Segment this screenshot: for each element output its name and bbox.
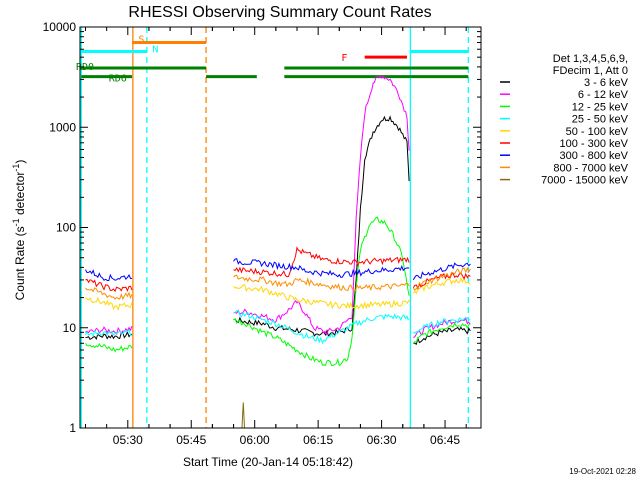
y-axis-label-end: ) bbox=[13, 160, 27, 164]
legend-entry-9: 7000 - 15000 keV bbox=[541, 175, 629, 187]
series-8-line-2 bbox=[412, 267, 471, 291]
legend-entry-6: 100 - 300 keV bbox=[560, 138, 629, 150]
y-axis-label-exp2: -1 bbox=[11, 164, 21, 172]
y-tick-label-2: 100 bbox=[56, 221, 76, 235]
series-1 bbox=[85, 115, 471, 345]
legend-header-1: FDecim 1, Att 0 bbox=[553, 65, 628, 77]
y-tick-label-3: 1000 bbox=[49, 120, 76, 134]
y-axis-label-exp1: -1 bbox=[11, 218, 21, 226]
flag-label-rd6: RD6 bbox=[109, 74, 127, 85]
y-tick-label-1: 10 bbox=[63, 321, 77, 335]
x-tick-label-5: 06:45 bbox=[430, 433, 460, 447]
flag-label-n: N bbox=[152, 44, 158, 55]
series-6-line-0 bbox=[85, 278, 133, 293]
legend: Det 1,3,4,5,6,9,FDecim 1, Att 03 - 6 keV… bbox=[500, 53, 629, 187]
y-axis-label-main: Count Rate (s bbox=[13, 226, 27, 300]
series-3 bbox=[85, 216, 471, 367]
series-3-line-0 bbox=[85, 343, 133, 353]
series-4 bbox=[85, 310, 471, 345]
series-8-line-0 bbox=[85, 287, 133, 301]
x-tick-label-2: 06:00 bbox=[240, 433, 270, 447]
series-9-line-1 bbox=[241, 402, 245, 429]
y-axis-label-mid: detector bbox=[13, 172, 27, 219]
legend-entry-1: 3 - 6 keV bbox=[584, 77, 629, 89]
x-tick-label-3: 06:15 bbox=[303, 433, 333, 447]
legend-entry-8: 800 - 7000 keV bbox=[553, 162, 628, 174]
series-5 bbox=[85, 276, 471, 311]
series-1-line-2 bbox=[413, 326, 471, 345]
timestamp: 19-Oct-2021 02:28 bbox=[569, 467, 636, 476]
series-5-line-2 bbox=[412, 276, 471, 295]
series-5-line-1 bbox=[233, 284, 410, 310]
x-tick-label-4: 06:30 bbox=[367, 433, 397, 447]
legend-header-0: Det 1,3,4,5,6,9, bbox=[553, 53, 628, 65]
chart-title: RHESSI Observing Summary Count Rates bbox=[128, 4, 431, 21]
y-axis-label: Count Rate (s-1 detector-1) bbox=[11, 160, 27, 301]
series-9 bbox=[241, 402, 245, 429]
flag-label-f: F bbox=[341, 53, 347, 64]
series-7-line-0 bbox=[85, 269, 133, 282]
series-5-line-0 bbox=[85, 296, 133, 311]
legend-entry-2: 6 - 12 keV bbox=[578, 89, 629, 101]
series-1-line-1 bbox=[233, 115, 410, 338]
series-2-line-1 bbox=[233, 75, 410, 336]
series-7 bbox=[85, 258, 471, 282]
legend-entry-7: 300 - 800 keV bbox=[560, 150, 629, 162]
y-tick-label-0: 1 bbox=[69, 421, 76, 435]
x-axis-label: Start Time (20-Jan-14 05:18:42) bbox=[183, 455, 353, 469]
series-4-line-1 bbox=[233, 310, 410, 345]
series-6-line-1 bbox=[233, 246, 410, 278]
x-tick-label-1: 05:45 bbox=[176, 433, 206, 447]
flag-label-s: S bbox=[138, 35, 144, 46]
series-4-line-2 bbox=[413, 317, 471, 334]
series-8-line-1 bbox=[233, 274, 410, 292]
series-1-line-0 bbox=[85, 330, 133, 341]
series-7-line-1 bbox=[233, 258, 410, 278]
axes: 1 10 100 1000 10000 05:30 05:45 06:00 06:15 06:30… bbox=[43, 20, 482, 447]
series-group bbox=[85, 75, 471, 429]
series-7-line-2 bbox=[412, 262, 471, 281]
series-3-line-1 bbox=[233, 216, 410, 367]
legend-entry-3: 12 - 25 keV bbox=[572, 101, 629, 113]
y-tick-label-4: 10000 bbox=[43, 20, 77, 34]
legend-entry-5: 50 - 100 keV bbox=[566, 126, 629, 138]
series-3-line-2 bbox=[412, 322, 471, 344]
legend-entry-4: 25 - 50 keV bbox=[572, 114, 629, 126]
series-2-line-2 bbox=[413, 317, 471, 338]
x-tick-label-0: 05:30 bbox=[113, 433, 143, 447]
series-8 bbox=[85, 267, 471, 301]
flag-label-rd0: RD0 bbox=[76, 62, 94, 73]
series-4-line-0 bbox=[85, 328, 133, 338]
